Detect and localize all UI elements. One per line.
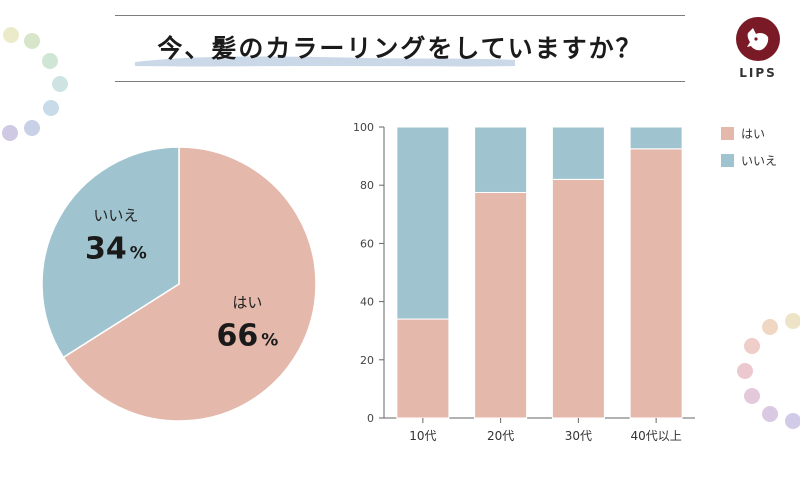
bar-no-3 [629,126,683,150]
pie-slice-no [41,146,180,359]
pie-label-no: いいえ [93,206,138,224]
x-tick-label: 20代 [487,429,514,443]
bar-no-2 [551,126,605,180]
chart-title: 今、髪のカラーリングをしていますか？ [157,34,643,63]
y-tick-label: 80 [360,179,374,192]
pie-slice-yes [62,146,317,422]
x-tick-label: 30代 [565,429,592,443]
lips-logo-icon [736,17,780,61]
y-tick-label: 20 [360,354,374,367]
y-tick-label: 40 [360,296,374,309]
y-tick-label: 100 [353,121,374,134]
bar-yes-3 [629,148,683,419]
bar-no-0 [396,126,450,320]
title-block: 今、髪のカラーリングをしていますか？ [115,15,685,82]
pie-value-no: 34% [85,231,147,266]
title-rule-top [115,15,685,16]
legend-label-yes: はい [741,127,765,141]
title-rule-bottom [115,81,685,82]
bar-yes-0 [396,318,450,419]
pie-chart: はい 66 % いいえ 34% [41,146,317,422]
bar-yes-2 [551,178,605,419]
legend-swatch-yes [721,127,734,140]
legend-label-no: いいえ [741,154,777,168]
x-tick-label: 40代以上 [630,429,681,443]
bar-yes-1 [474,191,528,419]
pie-label-yes: はい [232,294,262,312]
bar-no-1 [474,126,528,193]
legend-swatch-no [721,154,734,167]
title-brush-stroke [135,56,515,67]
pie-value-yes: 66% [216,319,278,354]
y-tick-label: 0 [367,412,374,425]
x-tick-label: 10代 [409,429,436,443]
y-tick-label: 60 [360,237,374,250]
logo-text: LIPS [739,66,777,80]
